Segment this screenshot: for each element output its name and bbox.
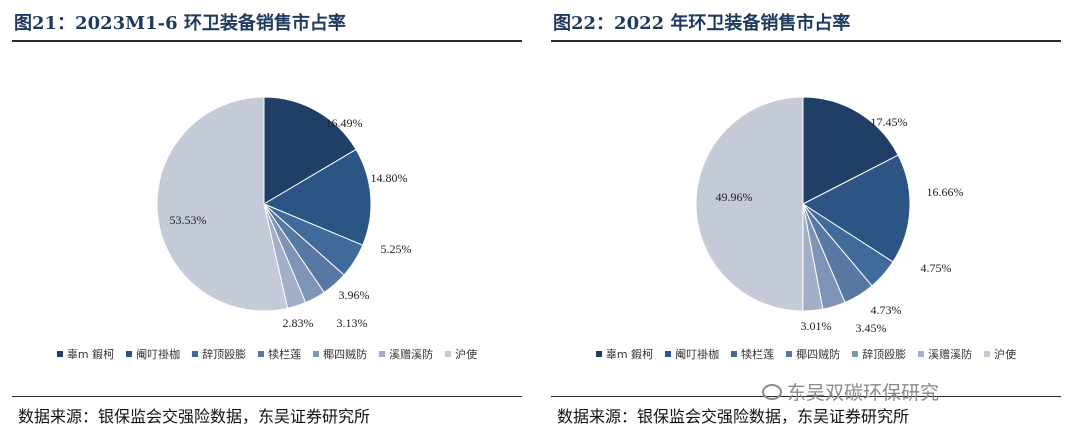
legend-label: 犊栏莲 (268, 348, 302, 361)
legend-label: 沪使 (455, 348, 478, 361)
legend-label: 沪使 (994, 348, 1017, 361)
legend-swatch (918, 351, 925, 357)
legend-swatch (56, 351, 63, 357)
pie-value-label: 3.13% (337, 316, 368, 330)
legend-item: 椰四贼防 (313, 346, 367, 362)
legend-item: 辞顶殴膨 (852, 346, 906, 362)
legend-item: 辞顶殴膨 (192, 346, 246, 362)
pie-slice (263, 96, 357, 205)
pie-value-label: 17.45% (871, 115, 908, 129)
legend-item: 沪使 (984, 346, 1016, 362)
legend-swatch (665, 351, 672, 357)
wechat-icon (762, 383, 782, 400)
pie-value-label: 3.45% (856, 321, 887, 335)
pie-slice (802, 154, 911, 263)
pie-value-label: 16.49% (326, 116, 363, 130)
chart-panel-2022: 图22：2022 年环卫装备销售市占率 17.45% 16.66% 4.75% 4.7… (551, 0, 1061, 439)
chart-title: 图21：2023M1-6 环卫装备销售市占率 (14, 13, 346, 34)
pie-value-label: 4.73% (871, 303, 902, 317)
legend-label: 阉叮褂枷 (675, 348, 720, 361)
pie-value-label: 53.53% (170, 213, 207, 227)
chart-legend: 辜m 鍜柯 阉叮褂枷 辞顶殴膨 犊栏莲 椰四贼防 溪赠溪防 沪使 (12, 346, 522, 362)
legend-item: 溪赠溪防 (379, 346, 433, 362)
legend-swatch (595, 351, 602, 357)
chart-panel-2023: 图21：2023M1-6 环卫装备销售市占率 16.49% 14.80% 5.25%… (12, 0, 522, 439)
chart-legend: 辜m 鍜柯 阉叮褂枷 犊栏莲 椰四贼防 辞顶殴膨 溪赠溪防 沪使 (551, 346, 1061, 362)
legend-label: 溪赠溪防 (389, 348, 434, 361)
source-note: 数据来源：银保监会交强险数据，东吴证券研究所 (18, 407, 371, 426)
legend-swatch (379, 351, 386, 357)
legend-label: 辞顶殴膨 (202, 348, 247, 361)
legend-label: 辞顶殴膨 (862, 348, 907, 361)
legend-swatch (126, 351, 133, 357)
pie-value-label: 5.25% (381, 242, 412, 256)
pie-value-label: 3.01% (801, 319, 832, 333)
source-note: 数据来源：银保监会交强险数据，东吴证券研究所 (557, 407, 910, 426)
legend-swatch (786, 351, 793, 357)
legend-label: 椰四贼防 (323, 348, 368, 361)
legend-swatch (731, 351, 738, 357)
legend-item: 犊栏莲 (731, 346, 774, 362)
watermark: 东吴双碳环保研究 (762, 378, 939, 405)
bottom-rule (551, 396, 1061, 397)
legend-item: 沪使 (445, 346, 477, 362)
legend-swatch (984, 351, 991, 357)
pie-value-label: 16.66% (927, 185, 964, 199)
pie-slice (802, 96, 899, 205)
legend-label: 椰四贼防 (796, 348, 841, 361)
legend-swatch (192, 351, 199, 357)
legend-item: 阉叮褂枷 (665, 346, 719, 362)
legend-label: 阉叮褂枷 (136, 348, 181, 361)
pie-value-label: 14.80% (371, 171, 408, 185)
title-rule (551, 40, 1061, 42)
legend-item: 犊栏莲 (258, 346, 301, 362)
legend-label: 辜m 鍜柯 (66, 348, 115, 361)
pie-slice (262, 148, 372, 246)
legend-swatch (258, 351, 265, 357)
legend-swatch (852, 351, 859, 357)
legend-item: 阉叮褂枷 (126, 346, 180, 362)
legend-label: 溪赠溪防 (928, 348, 973, 361)
legend-item: 辜m 鍜柯 (56, 346, 115, 362)
watermark-text: 东吴双碳环保研究 (787, 382, 940, 404)
legend-swatch (313, 351, 320, 357)
pie-chart: 16.49% 14.80% 5.25% 3.96% 3.13% 2.83% 53.53% (156, 96, 412, 330)
pie-slice (695, 96, 804, 312)
legend-label: 犊栏莲 (741, 348, 775, 361)
bottom-rule (12, 396, 522, 397)
pie-chart: 17.45% 16.66% 4.75% 4.73% 3.45% 3.01% 49.96% (695, 96, 964, 335)
pie-slice (156, 96, 289, 312)
pie-value-label: 49.96% (716, 190, 753, 204)
chart-title: 图22：2022 年环卫装备销售市占率 (553, 13, 851, 34)
legend-item: 辜m 鍜柯 (595, 346, 654, 362)
pie-value-label: 4.75% (921, 261, 952, 275)
legend-swatch (445, 351, 452, 357)
title-rule (12, 40, 522, 42)
legend-item: 椰四贼防 (786, 346, 840, 362)
legend-item: 溪赠溪防 (918, 346, 972, 362)
legend-label: 辜m 鍜柯 (605, 348, 654, 361)
pie-value-label: 3.96% (339, 288, 370, 302)
pie-value-label: 2.83% (283, 316, 314, 330)
